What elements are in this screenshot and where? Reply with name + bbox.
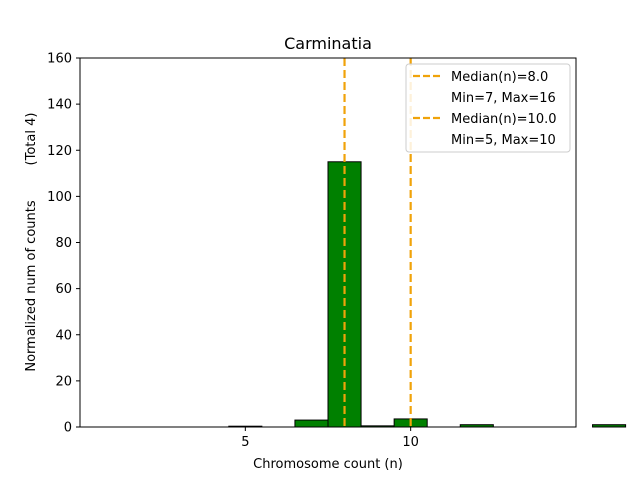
bar-16 — [592, 424, 627, 428]
legend-label-range-1: Min=7, Max=16 — [451, 91, 556, 106]
x-tick-label: 10 — [402, 435, 419, 450]
x-tick-label: 5 — [241, 435, 249, 450]
chart-title: Carminatia — [284, 34, 372, 53]
x-axis-label: Chromosome count (n) — [253, 457, 403, 472]
legend-label-range-2: Min=5, Max=10 — [451, 133, 556, 148]
y-tick-label: 100 — [47, 190, 72, 205]
y-tick-label: 0 — [64, 421, 72, 436]
x-axis-ticks: 5 10 — [241, 427, 419, 450]
legend: Median(n)=8.0 Min=7, Max=16 Median(n)=10… — [405, 63, 571, 153]
y-axis-ticks: 0 20 40 60 80 100 120 140 160 — [47, 52, 80, 436]
y-tick-label: 60 — [55, 282, 72, 297]
y-tick-label: 20 — [55, 374, 72, 389]
bar-7 — [294, 419, 329, 428]
y-tick-label: 40 — [55, 328, 72, 343]
legend-box — [405, 63, 571, 153]
legend-label-median-2: Median(n)=10.0 — [451, 112, 557, 127]
legend-label-median-1: Median(n)=8.0 — [451, 70, 548, 85]
y-axis-total-label: (Total 4) — [24, 113, 39, 166]
y-tick-label: 160 — [47, 52, 72, 67]
y-tick-label: 120 — [47, 144, 72, 159]
y-tick-label: 140 — [47, 98, 72, 113]
y-tick-label: 80 — [55, 236, 72, 251]
y-axis-label: Normalized num of counts — [24, 200, 39, 371]
